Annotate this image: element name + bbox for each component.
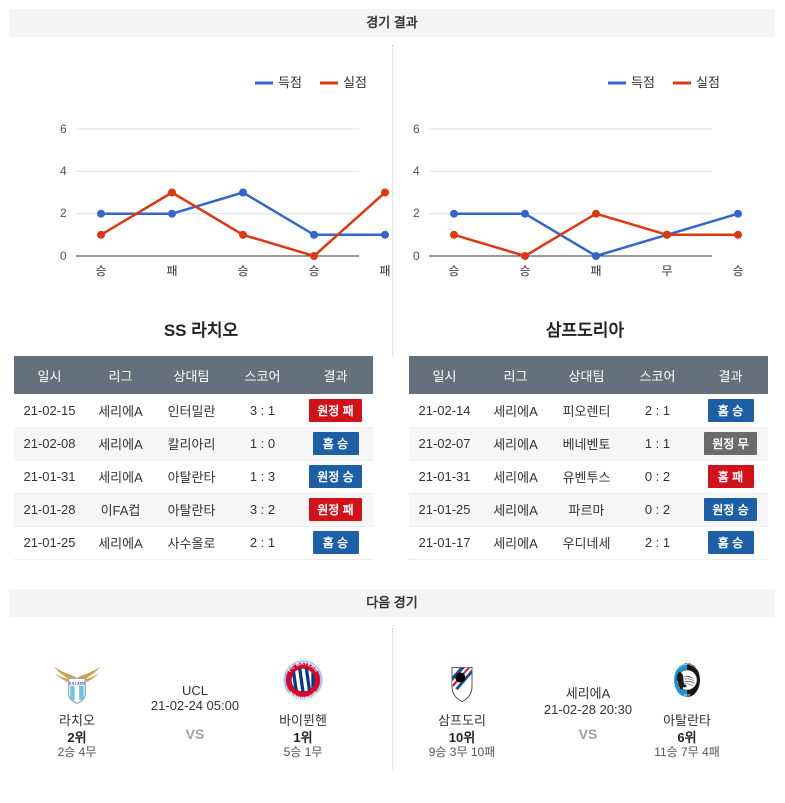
svg-text:패: 패 [166,264,177,278]
svg-text:6: 6 [60,122,67,136]
svg-text:0: 0 [60,249,67,263]
svg-text:4: 4 [60,164,67,178]
svg-text:승: 승 [308,264,319,278]
svg-text:승: 승 [519,264,530,278]
svg-text:4: 4 [413,164,420,178]
svg-text:승: 승 [95,264,106,278]
svg-text:패: 패 [590,264,601,278]
svg-text:실점: 실점 [343,75,367,90]
svg-text:0: 0 [413,249,420,263]
svg-text:패: 패 [379,264,390,278]
svg-text:득점: 득점 [631,75,655,90]
svg-text:승: 승 [448,264,459,278]
svg-text:6: 6 [413,122,420,136]
svg-text:득점: 득점 [278,75,302,90]
svg-text:실점: 실점 [696,75,720,90]
svg-text:S.S.LAZIO: S.S.LAZIO [69,682,86,686]
svg-text:승: 승 [237,264,248,278]
svg-text:2: 2 [60,206,67,220]
svg-text:승: 승 [732,264,743,278]
svg-text:2: 2 [413,206,420,220]
svg-text:무: 무 [661,264,672,278]
